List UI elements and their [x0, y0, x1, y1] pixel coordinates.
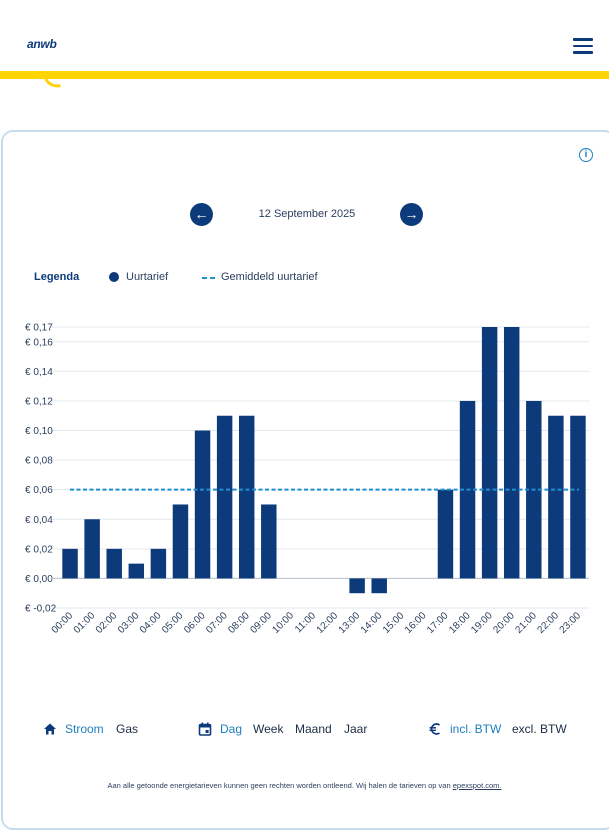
x-tick-label: 06:00 — [182, 610, 208, 636]
x-tick-label: 07:00 — [204, 610, 230, 636]
x-tick-label: 22:00 — [536, 610, 562, 636]
bar-23:00 — [570, 415, 586, 579]
y-tick-label: € 0,12 — [25, 396, 53, 407]
header-accent-bar — [0, 71, 609, 79]
bar-06:00 — [194, 430, 211, 579]
current-date: 12 September 2025 — [258, 208, 356, 220]
period-day-toggle[interactable]: Dag — [220, 722, 243, 736]
x-tick-label: 01:00 — [72, 610, 98, 636]
bar-17:00 — [437, 489, 454, 579]
date-navigation: ← 12 September 2025 → — [0, 203, 609, 227]
bar-02:00 — [106, 548, 122, 579]
bar-05:00 — [172, 504, 189, 579]
arrow-right-icon: → — [404, 206, 419, 222]
previous-day-button[interactable]: ← — [190, 203, 213, 226]
bar-01:00 — [84, 519, 100, 579]
y-tick-label: € -0,02 — [25, 604, 57, 615]
x-tick-label: 03:00 — [116, 610, 142, 636]
y-tick-label: € 0,16 — [25, 337, 53, 348]
legend-average-rate: Gemiddeld uurtarief — [221, 271, 318, 283]
bar-09:00 — [261, 504, 277, 579]
bar-08:00 — [238, 415, 255, 579]
period-month-toggle[interactable]: Maand — [295, 722, 332, 736]
info-icon[interactable]: i — [579, 148, 593, 162]
bar-07:00 — [216, 415, 233, 579]
x-tick-label: 10:00 — [271, 610, 297, 636]
x-tick-label: 23:00 — [558, 610, 584, 636]
energy-price-chart: € -0,02 € 0,00 € 0,02 € 0,04 € 0,06 € 0,08 € 0… — [25, 323, 589, 636]
incl-btw-toggle[interactable]: incl. BTW — [450, 722, 502, 736]
y-tick-label: € 0,14 — [25, 367, 53, 378]
x-tick-label: 19:00 — [469, 610, 495, 636]
site-header: anwb — [0, 0, 609, 91]
y-tick-label: € 0,04 — [25, 515, 53, 526]
x-tick-label: 09:00 — [248, 610, 274, 636]
x-tick-label: 17:00 — [425, 610, 451, 636]
bar-22:00 — [548, 415, 564, 579]
stroom-toggle[interactable]: Stroom — [65, 722, 104, 736]
euro-icon — [429, 723, 441, 735]
disclaimer-text: Aan alle getoonde energietarieven kunnen… — [107, 781, 453, 790]
epexspot-link[interactable]: epexspot.com. — [452, 781, 502, 790]
bar-19:00 — [481, 327, 498, 579]
y-tick-label: € 0,10 — [25, 426, 53, 437]
bar-13:00 — [349, 578, 365, 594]
gas-toggle[interactable]: Gas — [116, 722, 139, 736]
x-tick-label: 21:00 — [513, 610, 539, 636]
logo-text: anwb — [27, 37, 57, 51]
hamburger-menu-icon[interactable] — [573, 38, 593, 54]
chart-controls: Stroom Gas Dag Week Maand Jaar incl. BTW… — [0, 722, 609, 738]
y-tick-label: € 0,08 — [25, 456, 53, 467]
bar-04:00 — [150, 548, 167, 579]
bar-14:00 — [371, 578, 387, 594]
x-tick-label: 02:00 — [94, 610, 120, 636]
x-tick-label: 11:00 — [293, 610, 318, 635]
x-tick-label: 13:00 — [337, 610, 363, 636]
average-rate-swatch — [202, 277, 215, 279]
y-tick-label: € 0,00 — [25, 574, 53, 585]
x-tick-label: 08:00 — [226, 610, 252, 636]
next-day-button[interactable]: → — [400, 203, 423, 226]
x-tick-label: 05:00 — [160, 610, 186, 636]
legend-title: Legenda — [34, 271, 80, 283]
y-tick-label: € 0,02 — [25, 544, 53, 555]
x-tick-label: 15:00 — [381, 610, 407, 636]
x-tick-label: 12:00 — [315, 610, 341, 636]
bar-20:00 — [503, 327, 520, 579]
x-tick-label: 04:00 — [138, 610, 164, 636]
period-week-toggle[interactable]: Week — [253, 722, 284, 736]
arrow-left-icon: ← — [194, 206, 209, 222]
period-year-toggle[interactable]: Jaar — [344, 722, 368, 736]
calendar-icon — [198, 722, 212, 736]
x-tick-label: 16:00 — [403, 610, 429, 636]
excl-btw-toggle[interactable]: excl. BTW — [512, 722, 567, 736]
disclaimer: Aan alle getoonde energietarieven kunnen… — [0, 781, 609, 790]
bar-00:00 — [62, 548, 78, 579]
hourly-rate-swatch — [109, 272, 119, 282]
y-tick-label: € 0,06 — [25, 485, 53, 496]
x-tick-label: 20:00 — [491, 610, 517, 636]
home-icon — [44, 723, 56, 735]
x-tick-label: 14:00 — [359, 610, 385, 636]
legend-hourly-rate: Uurtarief — [126, 271, 169, 283]
x-tick-label: 18:00 — [447, 610, 473, 636]
bar-03:00 — [128, 563, 145, 579]
y-tick-label: € 0,17 — [25, 323, 53, 334]
